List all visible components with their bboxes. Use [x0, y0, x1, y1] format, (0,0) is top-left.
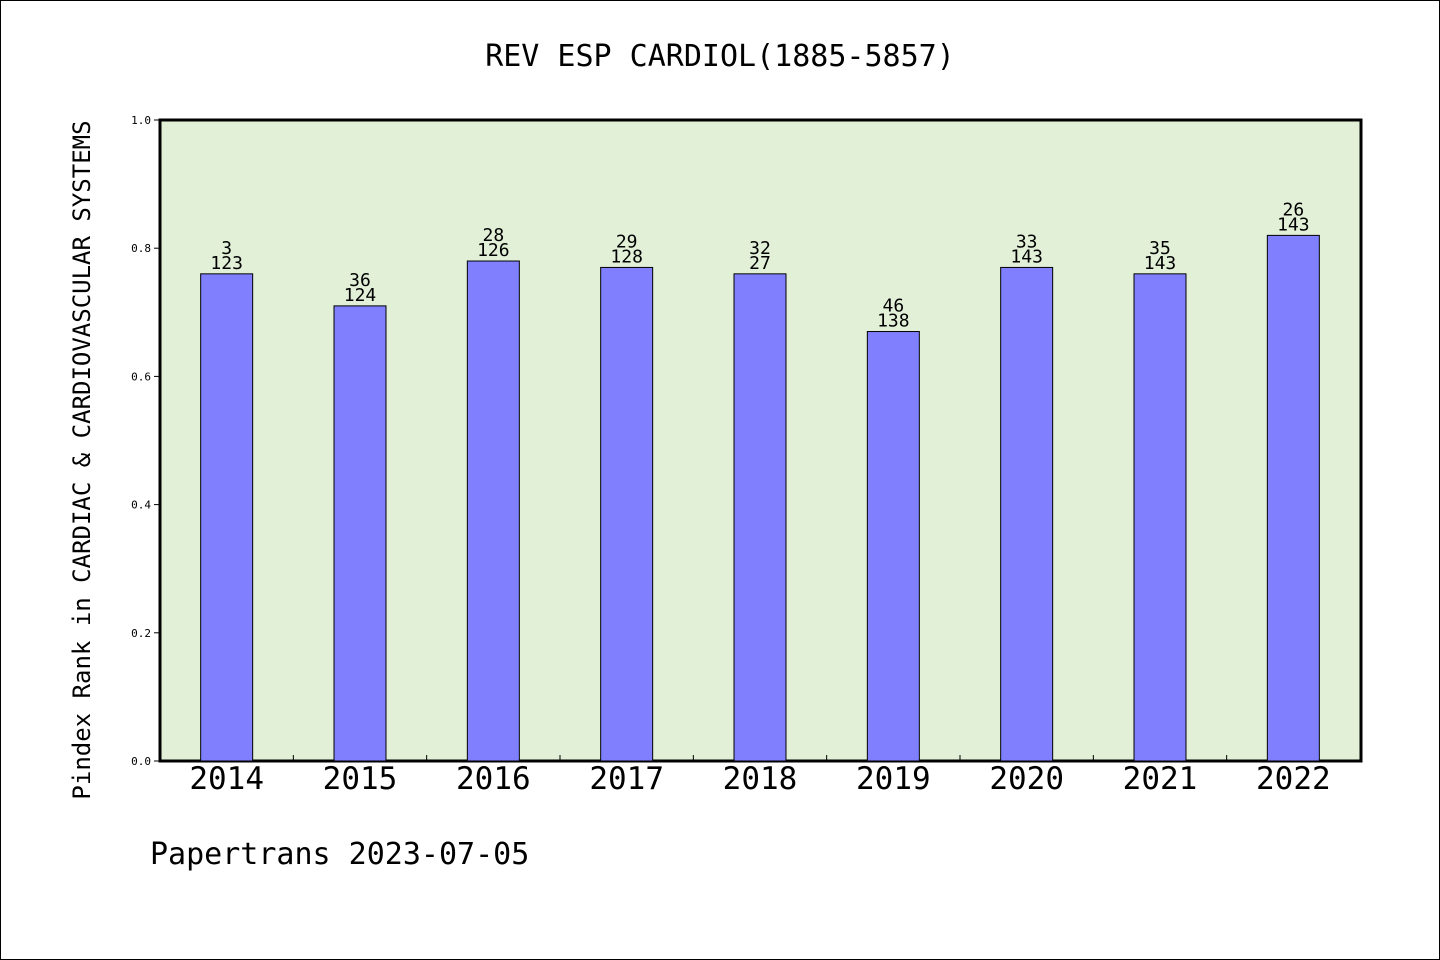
- bar-total-label: 128: [610, 246, 643, 267]
- x-tick-label: 2019: [856, 761, 931, 797]
- bar-2016: [466, 260, 520, 762]
- bar-rank-label: 46: [882, 296, 904, 317]
- x-tick-label: 2022: [1256, 761, 1331, 797]
- y-tick-label: 0.2: [131, 627, 151, 640]
- x-tick-label: 2014: [189, 761, 264, 797]
- y-axis: 0.0 0.2 0.4 0.6 0.8 1.0: [131, 114, 160, 768]
- y-axis-label: Pindex Rank in CARDIAC & CARDIOVASCULAR …: [68, 120, 96, 799]
- bar-total-label: 143: [1144, 253, 1177, 274]
- bar-2014: [200, 273, 254, 762]
- bar-total-label: 126: [477, 240, 510, 261]
- x-tick-label: 2015: [323, 761, 398, 797]
- bar-2019: [866, 331, 920, 762]
- bar-total-label: 123: [210, 253, 243, 274]
- footer-text: Papertrans 2023-07-05: [150, 837, 529, 872]
- bar-2020: [1000, 266, 1054, 762]
- x-axis: 2014 2015 2016 2017 2018 2019 2020 2021 2022: [189, 755, 1331, 797]
- bar-rank-label: 33: [1016, 231, 1038, 252]
- bar-rank-label: 32: [749, 238, 771, 259]
- bar-2017: [600, 266, 654, 762]
- y-tick-label: 0.6: [131, 370, 151, 383]
- y-tick-label: 1.0: [131, 114, 151, 127]
- bar-total-label: 138: [877, 311, 910, 332]
- bar-rank-label: 3: [221, 238, 232, 259]
- bar-rank-label: 26: [1282, 199, 1304, 220]
- chart-title: REV ESP CARDIOL(1885-5857): [485, 39, 955, 74]
- bar-rank-label: 35: [1149, 238, 1171, 259]
- x-tick-label: 2021: [1123, 761, 1198, 797]
- x-tick-label: 2017: [589, 761, 664, 797]
- bar-rank-label: 36: [349, 270, 371, 291]
- y-tick-label: 0.4: [131, 499, 151, 512]
- bars: [200, 234, 1320, 762]
- x-tick-label: 2020: [989, 761, 1064, 797]
- bar-2021: [1133, 273, 1187, 762]
- x-tick-label: 2018: [723, 761, 798, 797]
- bar-total-label: 143: [1010, 246, 1043, 267]
- y-tick-label: 0.0: [131, 755, 151, 768]
- y-tick-label: 0.8: [131, 242, 151, 255]
- bar-2018: [733, 273, 787, 762]
- bar-rank-label: 29: [616, 231, 638, 252]
- bar-2015: [333, 305, 387, 762]
- x-tick-label: 2016: [456, 761, 531, 797]
- bar-total-label: 27: [749, 253, 771, 274]
- bar-total-label: 124: [344, 285, 377, 306]
- bar-total-label: 143: [1277, 214, 1310, 235]
- bar-rank-label: 28: [482, 225, 504, 246]
- bar-2022: [1266, 234, 1320, 762]
